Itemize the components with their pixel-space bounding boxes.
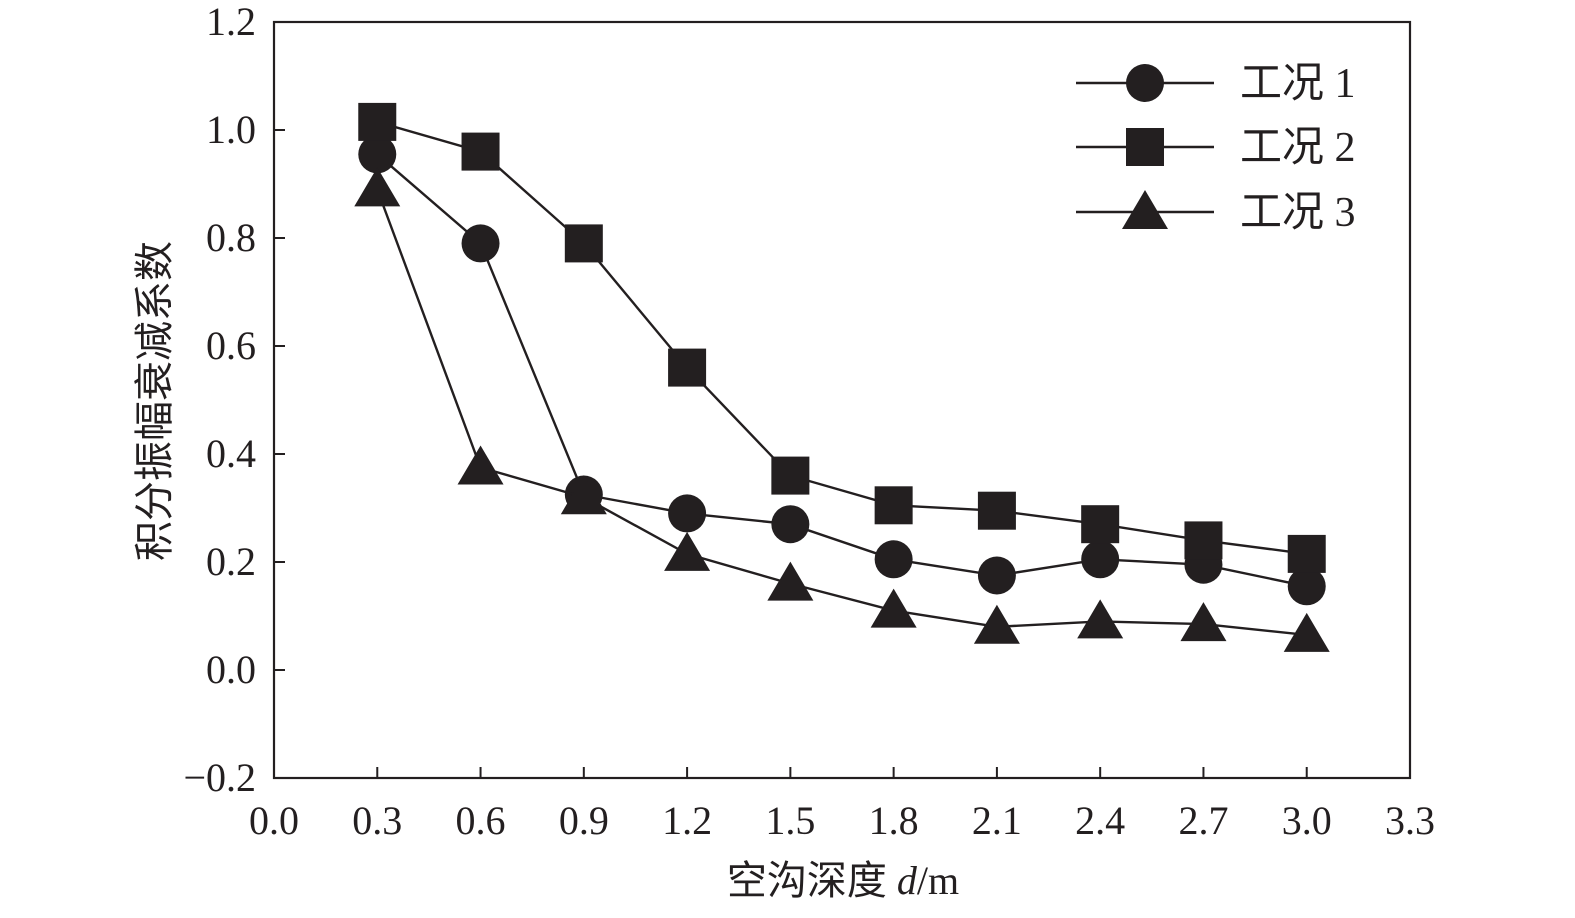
series-2-point	[1184, 521, 1223, 560]
legend: 工况 1 工况 2 工况 3	[1076, 61, 1356, 236]
legend-item-3: 工况 3	[1076, 190, 1356, 236]
x-tick-label: 2.7	[1178, 798, 1228, 843]
x-tick-label: 1.5	[765, 798, 815, 843]
series-3-point	[1283, 612, 1330, 652]
y-tick-label: −0.2	[183, 755, 256, 800]
series-1-line	[376, 153, 1307, 588]
series-3-point	[767, 561, 814, 601]
y-tick-label: 0.4	[206, 431, 256, 476]
series-1-point	[461, 224, 500, 263]
x-tick-label: 1.8	[869, 798, 919, 843]
x-axis-title-unit: /m	[917, 858, 959, 903]
y-tick-label: 0.6	[206, 323, 256, 368]
series-2-point	[874, 486, 913, 525]
x-tick-label: 2.1	[972, 798, 1022, 843]
y-axis-title: 积分振幅衰减系数	[132, 241, 177, 561]
series-1	[358, 135, 1326, 606]
series-1-point	[874, 540, 913, 579]
y-tick-label: 0.2	[206, 539, 256, 584]
x-tick-label: 0.6	[456, 798, 506, 843]
x-axis-title-text: 空沟深度	[727, 858, 897, 903]
series-3-point	[973, 604, 1020, 644]
series-1-point	[358, 135, 397, 174]
series-3-point	[870, 588, 917, 628]
series-3-point	[560, 475, 607, 515]
series-1-point	[1081, 540, 1120, 579]
plot-frame	[272, 20, 1412, 780]
legend-label: 工况 2	[1240, 125, 1356, 171]
series-layer	[354, 102, 1330, 652]
series-3-point	[457, 445, 504, 485]
y-tick-label: 0.0	[206, 647, 256, 692]
x-tick-label: 3.0	[1282, 798, 1332, 843]
series-1-point	[668, 494, 707, 533]
series-2-line	[376, 120, 1307, 556]
y-tick-label: 1.0	[206, 107, 256, 152]
legend-label: 工况 3	[1240, 190, 1356, 236]
series-3-point	[1077, 599, 1124, 639]
x-tick-label: 0.9	[559, 798, 609, 843]
series-2-point	[771, 456, 810, 495]
legend-marker	[1122, 190, 1168, 229]
series-2-point	[668, 348, 707, 387]
series-3	[354, 167, 1330, 652]
series-1-point	[1287, 567, 1326, 606]
y-tick-label: 0.8	[206, 215, 256, 260]
y-tick-label: 1.2	[206, 0, 256, 44]
legend-label: 工况 1	[1240, 61, 1356, 107]
x-tick-label: 1.2	[662, 798, 712, 843]
x-axis-title-variable: d	[897, 858, 918, 903]
series-2-point	[1287, 534, 1326, 573]
legend-marker	[1126, 128, 1164, 166]
series-3-point	[354, 167, 401, 207]
x-tick-label: 2.4	[1075, 798, 1125, 843]
x-tick-label: 0.3	[352, 798, 402, 843]
axes: 0.0 0.3 0.6 0.9 1.2 1.5 1.8 2.1 2.4 2.7 3.0 3.3 −0.2…	[183, 0, 1435, 843]
series-2-point	[977, 491, 1016, 530]
x-axis-title: 空沟深度 d/m	[727, 858, 959, 903]
series-1-point	[771, 505, 810, 544]
series-2-point	[564, 224, 603, 263]
series-3-point	[664, 531, 711, 571]
legend-item-1: 工况 1	[1076, 61, 1356, 107]
legend-marker	[1126, 64, 1164, 102]
legend-item-2: 工况 2	[1076, 125, 1356, 171]
x-tick-label: 3.3	[1385, 798, 1435, 843]
series-2	[358, 102, 1326, 573]
series-2-point	[358, 102, 397, 141]
series-2-point	[461, 132, 500, 171]
series-3-point	[1180, 602, 1227, 642]
x-tick-label: 0.0	[249, 798, 299, 843]
series-2-point	[1081, 505, 1120, 544]
series-1-point	[977, 556, 1016, 595]
series-3-line	[376, 188, 1307, 637]
